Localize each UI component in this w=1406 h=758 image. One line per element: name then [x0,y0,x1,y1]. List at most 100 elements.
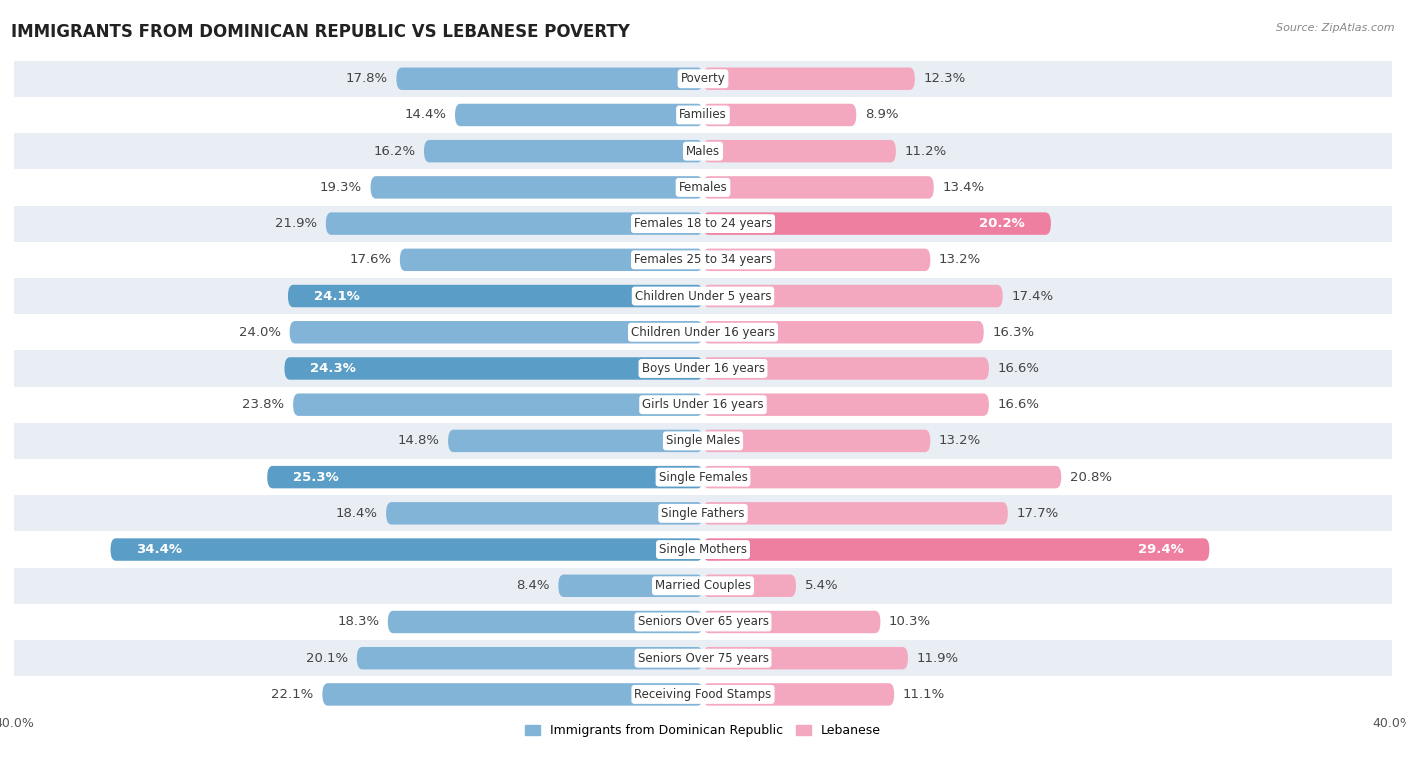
Legend: Immigrants from Dominican Republic, Lebanese: Immigrants from Dominican Republic, Leba… [520,719,886,742]
Text: 20.2%: 20.2% [980,217,1025,230]
Text: Boys Under 16 years: Boys Under 16 years [641,362,765,375]
Text: 20.8%: 20.8% [1070,471,1112,484]
Bar [14,495,1392,531]
Text: 8.9%: 8.9% [865,108,898,121]
FancyBboxPatch shape [396,67,703,90]
Text: 16.3%: 16.3% [993,326,1035,339]
Text: 18.4%: 18.4% [336,507,377,520]
FancyBboxPatch shape [703,611,880,633]
Bar [14,169,1392,205]
Text: 21.9%: 21.9% [276,217,318,230]
Text: 24.1%: 24.1% [314,290,360,302]
Bar [14,423,1392,459]
FancyBboxPatch shape [703,249,931,271]
FancyBboxPatch shape [425,140,703,162]
Text: Females 25 to 34 years: Females 25 to 34 years [634,253,772,266]
Text: Source: ZipAtlas.com: Source: ZipAtlas.com [1277,23,1395,33]
FancyBboxPatch shape [703,285,1002,307]
Bar [14,568,1392,604]
Text: Females 18 to 24 years: Females 18 to 24 years [634,217,772,230]
Bar [14,676,1392,713]
FancyBboxPatch shape [456,104,703,126]
FancyBboxPatch shape [558,575,703,597]
Text: Seniors Over 65 years: Seniors Over 65 years [637,615,769,628]
Text: 17.4%: 17.4% [1011,290,1053,302]
FancyBboxPatch shape [387,502,703,525]
FancyBboxPatch shape [322,683,703,706]
FancyBboxPatch shape [703,140,896,162]
Bar [14,61,1392,97]
Bar [14,133,1392,169]
Bar [14,97,1392,133]
Text: Families: Families [679,108,727,121]
Bar [14,205,1392,242]
Text: 17.7%: 17.7% [1017,507,1059,520]
FancyBboxPatch shape [703,176,934,199]
Text: 17.8%: 17.8% [346,72,388,85]
FancyBboxPatch shape [388,611,703,633]
Text: IMMIGRANTS FROM DOMINICAN REPUBLIC VS LEBANESE POVERTY: IMMIGRANTS FROM DOMINICAN REPUBLIC VS LE… [11,23,630,41]
Bar [14,531,1392,568]
Bar [14,604,1392,640]
FancyBboxPatch shape [703,575,796,597]
Text: 12.3%: 12.3% [924,72,966,85]
Text: 20.1%: 20.1% [307,652,349,665]
Text: Single Males: Single Males [666,434,740,447]
FancyBboxPatch shape [449,430,703,452]
Text: Males: Males [686,145,720,158]
Bar [14,242,1392,278]
Text: Poverty: Poverty [681,72,725,85]
Text: Seniors Over 75 years: Seniors Over 75 years [637,652,769,665]
Text: 24.3%: 24.3% [311,362,356,375]
Text: 14.8%: 14.8% [398,434,440,447]
FancyBboxPatch shape [703,430,931,452]
Text: 13.2%: 13.2% [939,253,981,266]
Bar [14,314,1392,350]
Text: 11.1%: 11.1% [903,688,945,701]
Text: 23.8%: 23.8% [242,398,284,411]
Bar [14,459,1392,495]
Text: 24.0%: 24.0% [239,326,281,339]
Text: 13.2%: 13.2% [939,434,981,447]
Text: 11.9%: 11.9% [917,652,959,665]
Text: 14.4%: 14.4% [405,108,446,121]
Text: 16.6%: 16.6% [997,362,1039,375]
FancyBboxPatch shape [703,357,988,380]
Bar [14,387,1392,423]
Text: Single Females: Single Females [658,471,748,484]
FancyBboxPatch shape [703,538,1209,561]
Text: Single Fathers: Single Fathers [661,507,745,520]
Text: Children Under 16 years: Children Under 16 years [631,326,775,339]
Text: 18.3%: 18.3% [337,615,380,628]
Text: 22.1%: 22.1% [271,688,314,701]
FancyBboxPatch shape [267,466,703,488]
Text: 17.6%: 17.6% [349,253,391,266]
Text: 29.4%: 29.4% [1137,543,1184,556]
FancyBboxPatch shape [290,321,703,343]
FancyBboxPatch shape [703,212,1050,235]
Text: Single Mothers: Single Mothers [659,543,747,556]
Text: 8.4%: 8.4% [516,579,550,592]
FancyBboxPatch shape [703,393,988,416]
FancyBboxPatch shape [399,249,703,271]
Text: Children Under 5 years: Children Under 5 years [634,290,772,302]
FancyBboxPatch shape [703,321,984,343]
Bar [14,640,1392,676]
Text: 34.4%: 34.4% [136,543,183,556]
Bar [14,278,1392,314]
FancyBboxPatch shape [326,212,703,235]
Text: Females: Females [679,181,727,194]
FancyBboxPatch shape [703,647,908,669]
FancyBboxPatch shape [703,67,915,90]
Text: Girls Under 16 years: Girls Under 16 years [643,398,763,411]
FancyBboxPatch shape [357,647,703,669]
FancyBboxPatch shape [371,176,703,199]
Text: Receiving Food Stamps: Receiving Food Stamps [634,688,772,701]
FancyBboxPatch shape [288,285,703,307]
Text: 19.3%: 19.3% [319,181,361,194]
FancyBboxPatch shape [703,104,856,126]
FancyBboxPatch shape [703,683,894,706]
Bar [14,350,1392,387]
Text: 25.3%: 25.3% [292,471,339,484]
FancyBboxPatch shape [703,502,1008,525]
